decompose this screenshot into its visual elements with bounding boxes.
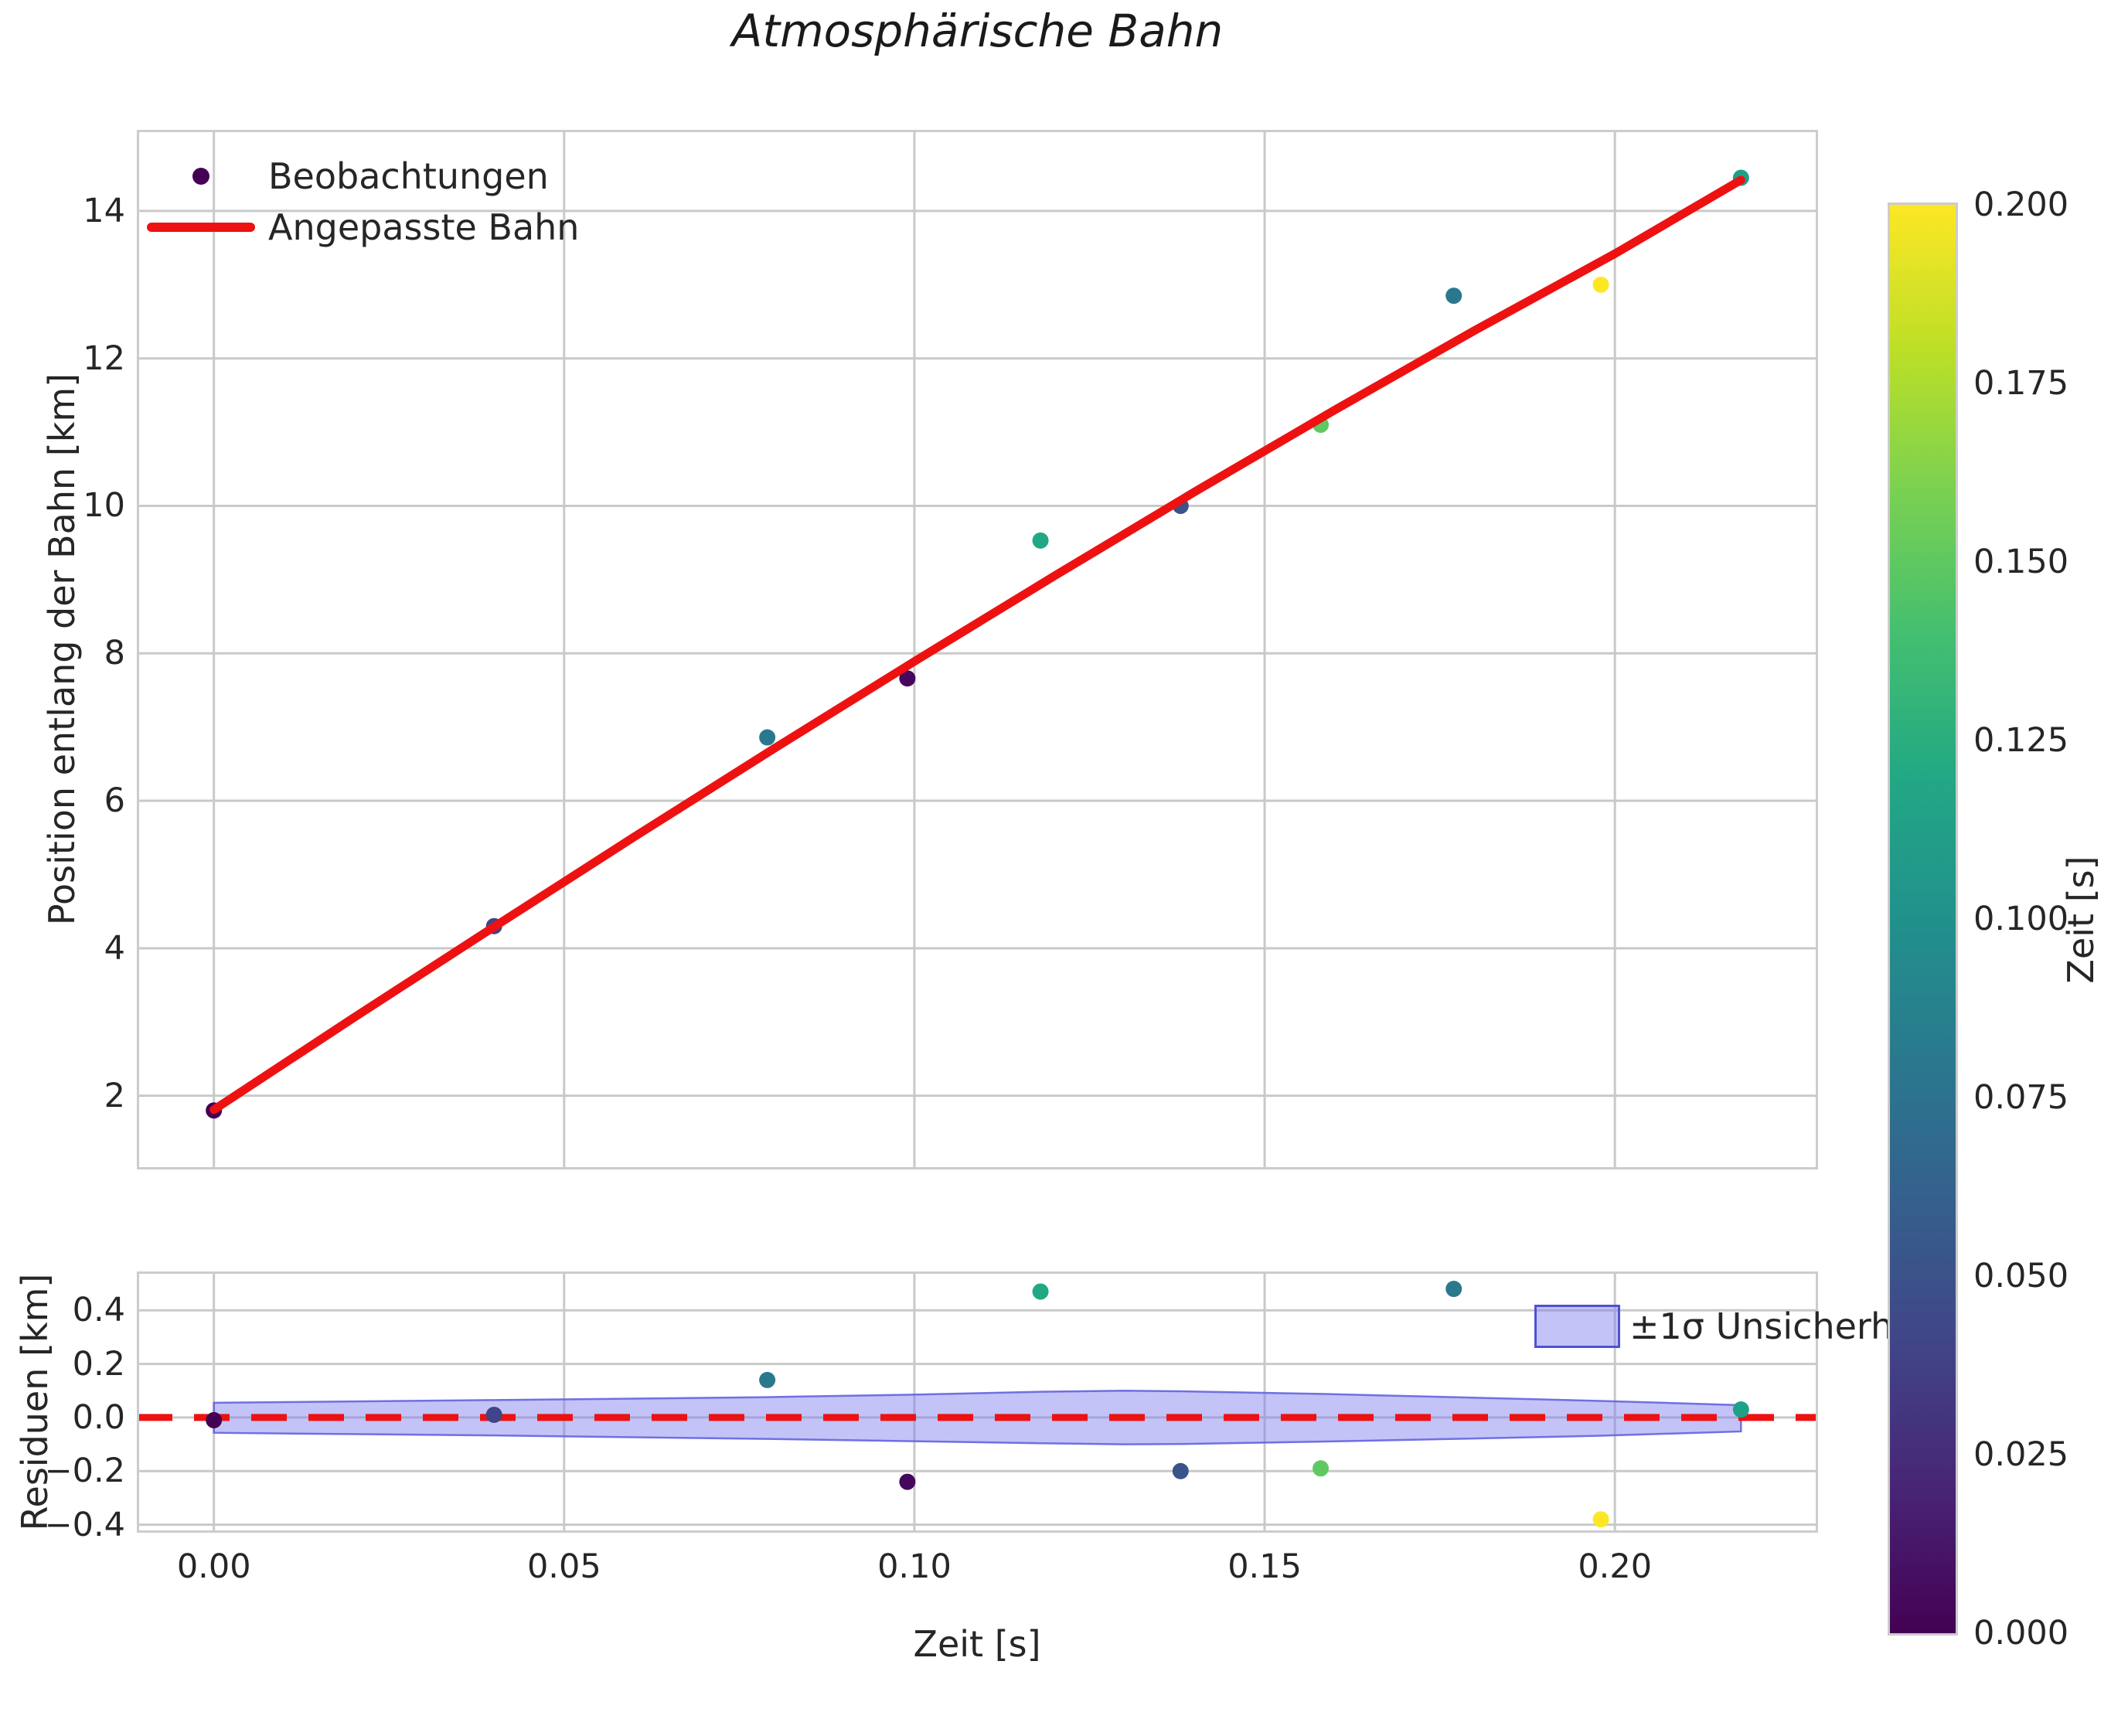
fit-line: [209, 175, 1745, 1115]
chart-title: Atmosphärische Bahn: [731, 5, 1224, 57]
data-point: [899, 670, 916, 687]
data-point: [1592, 1511, 1609, 1528]
y-tick-label: 0.2: [72, 1344, 125, 1384]
legend-item-fit: Angepasste Bahn: [143, 202, 579, 253]
x-axis-label: Zeit [s]: [913, 1623, 1041, 1665]
legend-label-uncertainty: ±1σ Unsicherheit: [1629, 1305, 1939, 1347]
data-point: [759, 729, 776, 746]
colorbar-tick-label: 0.100: [1973, 900, 2069, 938]
x-tick-label: 0.15: [1227, 1547, 1302, 1586]
colorbar-tick-label: 0.150: [1973, 543, 2069, 581]
x-tick-label: 0.10: [877, 1547, 952, 1586]
data-point: [1032, 532, 1049, 549]
colorbar: [1888, 203, 1958, 1636]
data-point: [485, 1406, 502, 1423]
x-tick-label: 0.00: [176, 1547, 251, 1586]
axes-frame: [137, 1271, 1818, 1533]
legend-item-observations: Beobachtungen: [143, 151, 579, 202]
data-point: [1445, 288, 1462, 305]
y-tick-label: 0.4: [72, 1291, 125, 1330]
legend-bottom: ±1σ Unsicherheit: [1534, 1305, 1939, 1348]
y-tick-label: 8: [104, 634, 125, 673]
data-point: [206, 1411, 223, 1428]
uncertainty-patch-icon: [1534, 1305, 1620, 1348]
data-point: [1032, 1283, 1049, 1300]
y-tick-label: 4: [104, 928, 125, 968]
legend-label-observations: Beobachtungen: [268, 155, 549, 197]
y-tick-label: −0.4: [44, 1505, 125, 1544]
colorbar-tick-label: 0.075: [1973, 1078, 2069, 1117]
colorbar-tick-label: 0.050: [1973, 1257, 2069, 1295]
y-tick-label: 10: [83, 486, 125, 526]
legend-top: Beobachtungen Angepasste Bahn: [143, 151, 579, 253]
data-point: [1592, 276, 1609, 293]
y-tick-label: 6: [104, 781, 125, 821]
observations-dot-icon: [192, 168, 209, 185]
y-tick-label: 14: [83, 191, 125, 230]
x-tick-label: 0.05: [526, 1547, 601, 1586]
data-point: [1313, 1460, 1330, 1477]
y-tick-label: 2: [104, 1076, 125, 1115]
data-point: [1732, 1401, 1749, 1418]
trajectory-plot: [137, 130, 1818, 1169]
colorbar-tick-label: 0.200: [1973, 186, 2069, 224]
colorbar-tick-label: 0.000: [1973, 1614, 2069, 1653]
residuals-plot: [137, 1271, 1818, 1533]
axes-frame: [137, 130, 1818, 1169]
colorbar-tick-label: 0.025: [1973, 1435, 2069, 1474]
data-point: [1172, 1462, 1189, 1479]
data-point: [759, 1371, 776, 1388]
colorbar-tick-label: 0.125: [1973, 721, 2069, 760]
y-tick-label: −0.2: [44, 1452, 125, 1491]
legend-label-fit: Angepasste Bahn: [268, 206, 580, 248]
x-tick-label: 0.20: [1578, 1547, 1653, 1586]
y-tick-label: 0.0: [72, 1397, 125, 1437]
data-point: [1445, 1281, 1462, 1298]
uncertainty-band: [213, 1390, 1742, 1445]
y-tick-label: 12: [83, 339, 125, 378]
fit-line-icon: [147, 223, 255, 232]
colorbar-tick-label: 0.175: [1973, 364, 2069, 403]
data-point: [899, 1473, 916, 1490]
